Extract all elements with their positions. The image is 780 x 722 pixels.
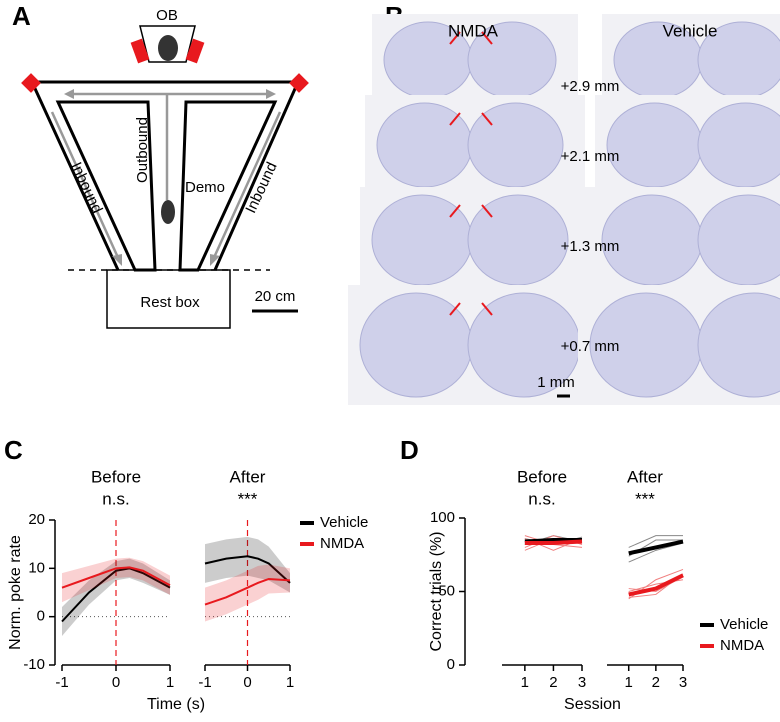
line [524,539,583,545]
x-tick-label: 0 [243,674,251,691]
legend-label: NMDA [720,637,764,654]
lesion-arrow [481,302,493,316]
significance: *** [635,489,655,508]
maze-label: Rest box [140,294,200,311]
maze-outer [29,80,301,271]
scale-label: 20 cm [255,288,296,305]
y-axis-label: Norm. poke rate [7,535,24,650]
arrow-head [64,89,74,99]
chart: 0 50 100 Correct trials (%) Session Before n.s… [428,467,768,713]
x-tick-label: -1 [55,674,68,691]
maze-accents [21,35,309,266]
level-label: +2.9 mm [561,78,620,95]
error-band [62,558,170,636]
lesion-arrow [481,204,493,218]
maze-label: Inbound [67,160,105,216]
maze-label: Outbound [134,117,151,183]
panel-title: After [627,467,663,486]
arrow-head [112,254,122,266]
maze-label: Inbound [242,160,280,216]
line [61,567,171,623]
panel-label: A [12,1,31,31]
x-tick-label: 1 [521,674,529,691]
panel-title: After [230,467,266,486]
maze-label: Demo [185,179,225,196]
marker [21,73,41,93]
x-tick-label: 3 [578,674,586,691]
rat-icon [161,200,175,224]
x-tick-label: 0 [112,674,120,691]
lesion-arrow [449,204,461,218]
panel-title: Before [91,467,141,486]
y-tick-label: 0 [447,656,455,673]
arrow-head [266,89,276,99]
lesion-arrow [481,31,493,45]
marker [289,73,309,93]
lesion-arrow [449,302,461,316]
x-tick-label: 2 [549,674,557,691]
y-tick-label: -10 [23,656,45,673]
y-tick-label: 10 [28,559,45,576]
y-tick-label: 50 [438,582,455,599]
maze-label: OB [156,7,178,24]
arrow [210,111,282,263]
x-tick-label: 1 [625,674,633,691]
x-tick-label: -1 [198,674,211,691]
marker [185,38,205,64]
lesion-arrow [449,31,461,45]
panel-title: Before [517,467,567,486]
x-tick-label: 2 [652,674,660,691]
slice [606,102,703,188]
line [61,566,171,589]
significance: n.s. [102,489,129,508]
line [628,573,684,597]
arrow-head [210,254,220,266]
x-tick-label: 3 [679,674,687,691]
histology [348,14,780,405]
level-label: +1.3 mm [561,238,620,255]
x-tick-label: 1 [286,674,294,691]
line [628,539,684,556]
marker [130,38,150,64]
panel-label: D [400,435,419,465]
column-label: NMDA [448,21,499,40]
column-label: Vehicle [663,21,718,40]
lesion-arrow [481,112,493,126]
panel-label: C [4,435,23,465]
slice [697,292,780,398]
y-tick-label: 100 [430,509,455,526]
arrow [50,111,122,263]
scale-label: 1 mm [537,374,575,391]
significance: n.s. [528,489,555,508]
x-axis-label: Time (s) [147,696,205,713]
legend-label: NMDA [320,535,364,552]
x-tick-label: 1 [166,674,174,691]
lesion-arrow [449,112,461,126]
level-label: +0.7 mm [561,338,620,355]
error-band [62,557,170,603]
line [204,577,291,606]
y-tick-label: 20 [28,511,45,528]
significance: *** [238,489,258,508]
rat-icon [158,35,178,61]
x-axis-label: Session [564,696,621,713]
level-label: +2.1 mm [561,148,620,165]
slice [467,102,564,188]
legend-label: Vehicle [320,514,368,531]
slice [467,194,569,286]
legend-label: Vehicle [720,616,768,633]
y-axis-label: Correct trials (%) [428,531,445,651]
y-tick-label: 0 [37,608,45,625]
line [204,555,291,584]
individual-line [628,535,683,548]
